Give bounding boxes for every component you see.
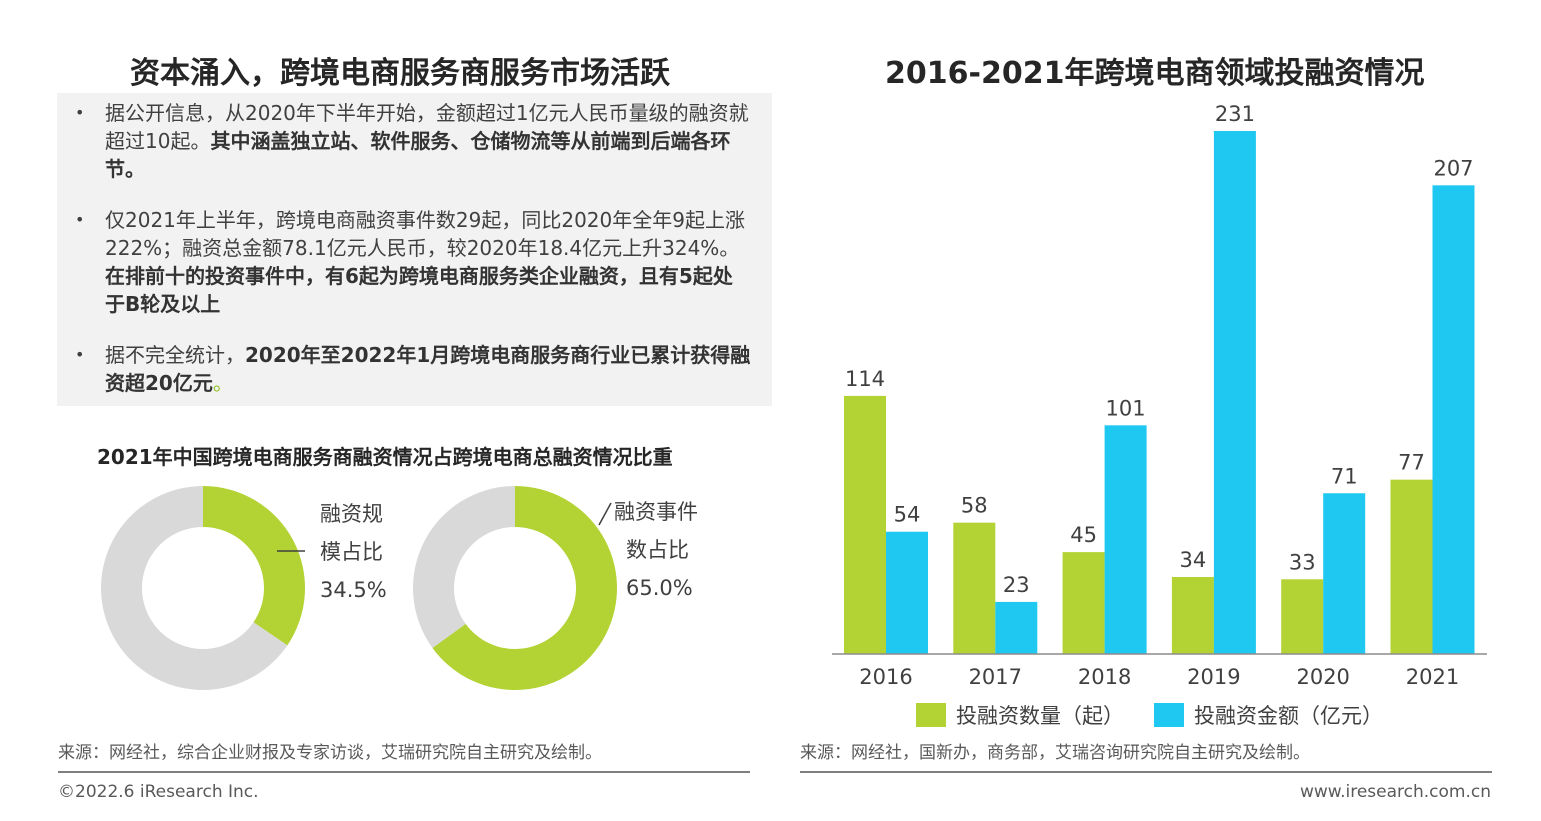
summary-box: • 据公开信息，从2020年下半年开始，金额超过1亿元人民币量级的融资就超过10起… — [57, 93, 772, 406]
x-tick-label: 2017 — [969, 665, 1022, 689]
bar-amount-2016 — [886, 531, 928, 654]
divider — [58, 771, 750, 773]
donut-label-line: 数占比 — [626, 538, 689, 562]
data-label: 207 — [1433, 156, 1473, 180]
donut-label-2: 融资事件 数占比 65.0% — [614, 493, 698, 607]
donut-slice-share — [432, 486, 617, 690]
x-tick-label: 2016 — [859, 665, 912, 689]
website: www.iresearch.com.cn — [1299, 782, 1491, 802]
donut-chart-title: 2021年中国跨境电商服务商融资情况占跨境电商总融资情况比重 — [97, 445, 673, 469]
bar-count-2020 — [1281, 579, 1324, 654]
donut-slice-rest — [412, 486, 515, 648]
bar-amount-2019 — [1213, 131, 1256, 654]
bullet-tail: 。 — [212, 371, 233, 395]
bar-amount-2021 — [1432, 185, 1475, 655]
bullet-item: • 据公开信息，从2020年下半年开始，金额超过1亿元人民币量级的融资就超过10起… — [75, 101, 749, 181]
data-label: 77 — [1398, 451, 1425, 475]
data-label: 71 — [1331, 464, 1358, 488]
data-label: 114 — [845, 367, 885, 391]
chart-title: 2016-2021年跨境电商领域投融资情况 — [885, 56, 1425, 91]
donut-value-label: 65.0% — [626, 576, 693, 600]
x-tick-label: 2018 — [1078, 665, 1131, 689]
bullet-bold-text: 2020年至2022年1月跨境电商服务商行业已累计获得融资超20亿元 — [105, 343, 751, 395]
bar-chart: 114 54 2016 58 23 2017 45 101 2018 34 231 2019 33 71 2… — [832, 102, 1487, 689]
donut-label-line: 模占比 — [320, 540, 383, 564]
bullet-item: • 据不完全统计，2020年至2022年1月跨境电商服务商行业已累计获得融资超20… — [75, 343, 751, 395]
bar-count-2018 — [1062, 552, 1105, 654]
donut-slice-rest — [101, 486, 288, 690]
bar-count-2017 — [953, 522, 996, 654]
copyright: ©2022.6 iResearch Inc. — [58, 782, 259, 802]
donut-charts — [101, 486, 617, 690]
data-label: 34 — [1180, 548, 1207, 572]
left-title: 资本涌入，跨境电商服务商服务市场活跃 — [130, 56, 670, 91]
bar-amount-2018 — [1104, 425, 1147, 654]
bar-count-2016 — [844, 395, 886, 654]
right-source: 来源：网经社，国新办，商务部，艾瑞咨询研究院自主研究及绘制。 — [800, 743, 1310, 763]
bullet-text: 据公开信息，从2020年下半年开始，金额超过1亿元人民币量级的融资就超过10起。 — [105, 101, 749, 153]
divider — [800, 771, 1492, 773]
leader-line — [598, 502, 612, 526]
data-label: 231 — [1215, 102, 1255, 126]
bullet-bold-text: 在排前十的投资事件中，有6起为跨境电商服务类企业融资，且有5起处于B轮及以上 — [105, 264, 733, 316]
bullet-bold-text: 其中涵盖独立站、软件服务、仓储物流等从前端到后端各环节。 — [105, 129, 731, 181]
bullet-text: 据不完全统计， — [105, 343, 245, 367]
donut-label-1: 融资规 模占比 34.5% — [320, 495, 387, 609]
bar-count-2021 — [1390, 479, 1433, 654]
bullet-text: 仅2021年上半年，跨境电商融资事件数29起，同比2020年全年9起上涨222%… — [105, 208, 745, 260]
x-tick-label: 2021 — [1406, 665, 1459, 689]
data-label: 23 — [1003, 573, 1030, 597]
x-tick-label: 2020 — [1296, 665, 1349, 689]
donut-value-label: 34.5% — [320, 578, 387, 602]
bar-count-2019 — [1171, 577, 1214, 654]
data-label: 54 — [894, 503, 921, 527]
legend-label-amount: 投融资金额（亿元） — [1194, 704, 1383, 728]
donut-label-line: 融资事件 — [614, 500, 698, 524]
left-source: 来源：网经社，综合企业财报及专家访谈，艾瑞研究院自主研究及绘制。 — [58, 743, 602, 763]
bullet-item: • 仅2021年上半年，跨境电商融资事件数29起，同比2020年全年9起上涨222… — [75, 208, 745, 316]
donut-label-line: 融资规 — [320, 502, 383, 526]
x-tick-label: 2019 — [1187, 665, 1240, 689]
legend-label-count: 投融资数量（起） — [956, 704, 1124, 728]
bar-amount-2020 — [1323, 493, 1366, 654]
data-label: 45 — [1070, 523, 1097, 547]
bar-amount-2017 — [995, 601, 1038, 654]
data-label: 33 — [1289, 550, 1316, 574]
donut-slice-share — [203, 486, 306, 646]
legend: 投融资数量（起） 投融资金额（亿元） — [916, 700, 1383, 730]
legend-swatch-count — [916, 703, 946, 727]
data-label: 58 — [961, 494, 988, 518]
legend-swatch-amount — [1154, 703, 1184, 727]
data-label: 101 — [1106, 396, 1146, 420]
